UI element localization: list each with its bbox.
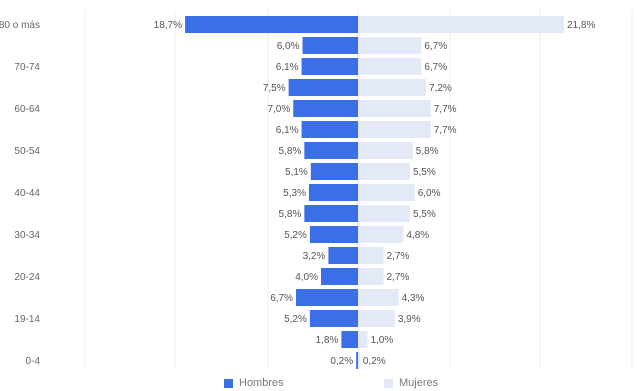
legend-swatch-hombres	[224, 378, 233, 388]
bar-mujeres[interactable]	[358, 79, 427, 96]
bar-mujeres[interactable]	[358, 16, 565, 33]
data-label-mujeres: 4,3%	[402, 293, 425, 304]
age-tick-label: 20-24	[14, 272, 40, 283]
data-label-hombres: 5,8%	[279, 209, 302, 220]
bar-hombres[interactable]	[301, 58, 358, 75]
data-label-hombres: 1,8%	[316, 335, 339, 346]
age-tick-label: 30-34	[14, 230, 40, 241]
data-label-mujeres: 6,0%	[418, 188, 441, 199]
bar-hombres[interactable]	[356, 352, 358, 369]
data-label-mujeres: 4,8%	[406, 230, 429, 241]
age-tick-label: 80 o más	[0, 20, 40, 31]
data-label-hombres: 5,2%	[284, 314, 307, 325]
data-label-mujeres: 0,2%	[363, 356, 386, 367]
bar-mujeres[interactable]	[358, 205, 410, 222]
data-label-mujeres: 2,7%	[387, 251, 410, 262]
bar-hombres[interactable]	[310, 163, 358, 180]
data-label-mujeres: 5,5%	[413, 167, 436, 178]
data-label-hombres: 6,0%	[277, 41, 300, 52]
bar-hombres[interactable]	[304, 142, 358, 159]
bar-mujeres[interactable]	[358, 163, 410, 180]
data-label-mujeres: 7,7%	[434, 125, 457, 136]
data-label-mujeres: 21,8%	[567, 20, 595, 31]
bar-mujeres[interactable]	[358, 121, 431, 138]
data-label-hombres: 4,0%	[295, 272, 318, 283]
bar-hombres[interactable]	[293, 100, 358, 117]
bar-hombres[interactable]	[321, 268, 358, 285]
bar-mujeres[interactable]	[358, 247, 384, 264]
data-label-hombres: 6,7%	[270, 293, 293, 304]
bar-mujeres[interactable]	[358, 289, 399, 306]
data-label-mujeres: 7,7%	[434, 104, 457, 115]
bar-mujeres[interactable]	[358, 100, 431, 117]
age-tick-label: 70-74	[14, 62, 40, 73]
data-label-hombres: 3,2%	[303, 251, 326, 262]
data-label-hombres: 0,2%	[330, 356, 353, 367]
bar-mujeres[interactable]	[358, 37, 422, 54]
data-label-mujeres: 6,7%	[424, 62, 447, 73]
data-label-mujeres: 2,7%	[387, 272, 410, 283]
bar-mujeres[interactable]	[358, 142, 413, 159]
legend-label-mujeres: Mujeres	[399, 377, 439, 389]
data-label-hombres: 5,3%	[283, 188, 306, 199]
chart-legend: Hombres Mujeres	[0, 374, 637, 391]
data-label-mujeres: 7,2%	[429, 83, 452, 94]
data-label-mujeres: 3,9%	[398, 314, 421, 325]
age-tick-label: 40-44	[14, 188, 40, 199]
bar-hombres[interactable]	[308, 184, 358, 201]
bar-hombres[interactable]	[288, 79, 358, 96]
legend-item-mujeres[interactable]: Mujeres	[384, 377, 438, 389]
age-tick-label: 60-64	[14, 104, 40, 115]
age-tick-label: 50-54	[14, 146, 40, 157]
data-label-hombres: 7,0%	[267, 104, 290, 115]
bar-hombres[interactable]	[304, 205, 358, 222]
legend-item-hombres[interactable]: Hombres	[224, 377, 284, 389]
data-label-hombres: 5,1%	[285, 167, 308, 178]
bar-hombres[interactable]	[341, 331, 358, 348]
age-tick-label: 19-14	[14, 314, 40, 325]
bar-mujeres[interactable]	[358, 58, 422, 75]
bar-mujeres[interactable]	[358, 331, 368, 348]
data-label-hombres: 5,2%	[284, 230, 307, 241]
bar-hombres[interactable]	[185, 16, 358, 33]
bar-hombres[interactable]	[309, 226, 358, 243]
bar-mujeres[interactable]	[358, 184, 415, 201]
bar-hombres[interactable]	[301, 121, 358, 138]
data-label-hombres: 5,8%	[279, 146, 302, 157]
bar-mujeres[interactable]	[358, 310, 395, 327]
data-label-mujeres: 1,0%	[370, 335, 393, 346]
bar-hombres[interactable]	[296, 289, 358, 306]
bar-hombres[interactable]	[302, 37, 359, 54]
legend-label-hombres: Hombres	[239, 377, 284, 389]
data-label-hombres: 7,5%	[263, 83, 286, 94]
bar-mujeres[interactable]	[358, 268, 384, 285]
data-label-mujeres: 6,7%	[424, 41, 447, 52]
data-label-mujeres: 5,8%	[416, 146, 439, 157]
data-label-hombres: 18,7%	[154, 20, 182, 31]
bar-hombres[interactable]	[309, 310, 358, 327]
bar-mujeres[interactable]	[358, 226, 404, 243]
bar-mujeres[interactable]	[358, 352, 360, 369]
data-label-hombres: 6,1%	[276, 125, 299, 136]
legend-swatch-mujeres	[384, 378, 393, 388]
age-tick-label: 0-4	[26, 356, 41, 367]
bar-hombres[interactable]	[328, 247, 358, 264]
data-label-mujeres: 5,5%	[413, 209, 436, 220]
data-label-hombres: 6,1%	[276, 62, 299, 73]
